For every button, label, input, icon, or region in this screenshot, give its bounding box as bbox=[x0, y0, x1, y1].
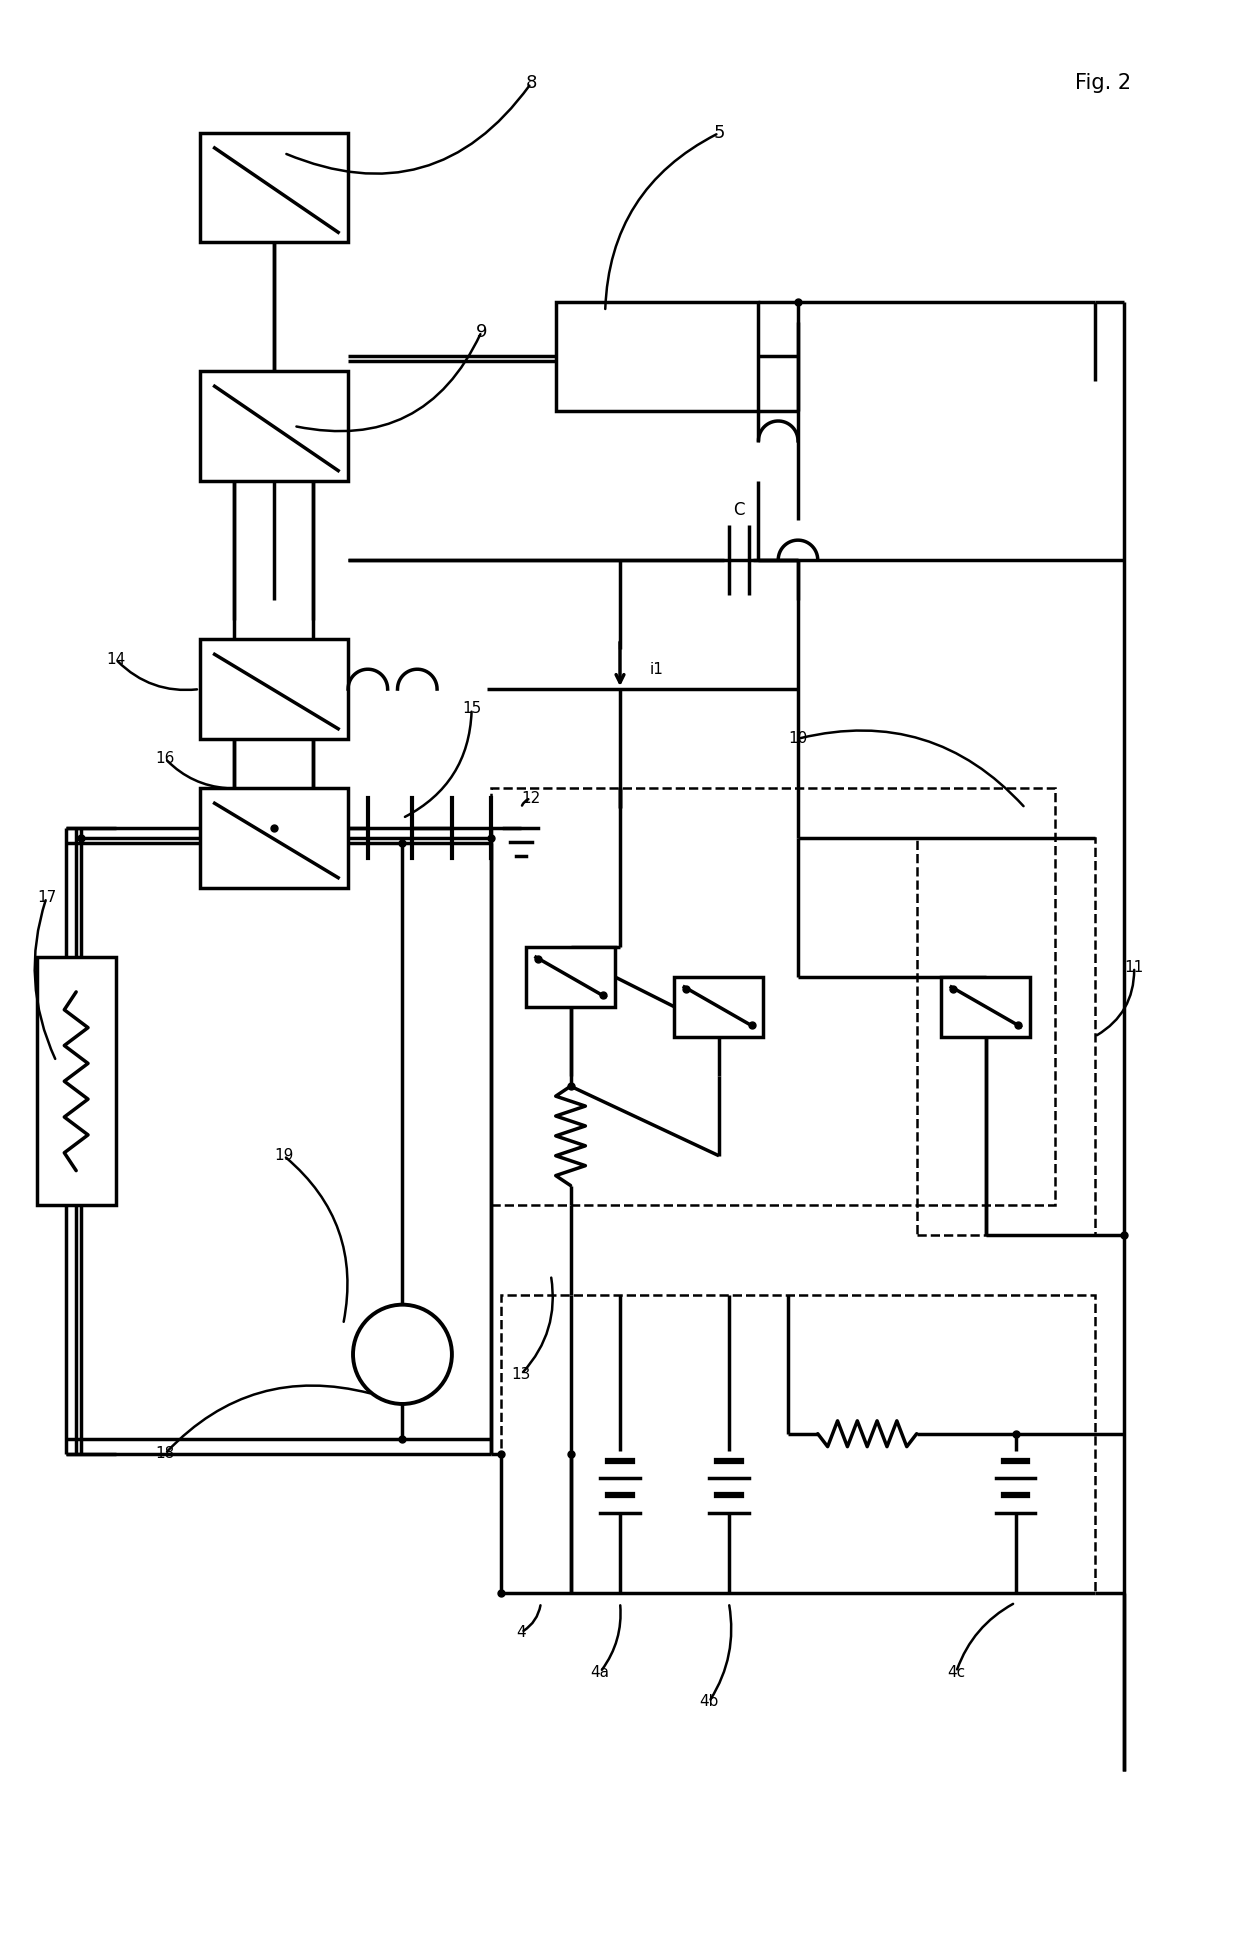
Text: 16: 16 bbox=[155, 751, 175, 765]
Text: 8: 8 bbox=[526, 74, 537, 92]
Bar bbox=[941, 977, 1030, 1037]
Bar bbox=[200, 789, 348, 888]
Bar bbox=[916, 838, 1095, 1235]
Bar bbox=[556, 301, 759, 411]
Bar bbox=[491, 789, 1055, 1206]
Bar bbox=[501, 1296, 1095, 1593]
Text: 13: 13 bbox=[511, 1366, 531, 1382]
Text: 10: 10 bbox=[789, 732, 807, 746]
Bar bbox=[675, 977, 764, 1037]
Text: 17: 17 bbox=[37, 890, 56, 904]
Bar bbox=[526, 947, 615, 1006]
Text: 4b: 4b bbox=[699, 1695, 719, 1708]
Text: 5: 5 bbox=[713, 123, 724, 143]
Bar bbox=[200, 133, 348, 243]
Text: 19: 19 bbox=[274, 1149, 294, 1162]
Text: C: C bbox=[733, 501, 744, 519]
Bar bbox=[200, 372, 348, 481]
Text: 18: 18 bbox=[155, 1446, 175, 1462]
Bar bbox=[200, 640, 348, 738]
Text: 11: 11 bbox=[1125, 959, 1143, 975]
Text: i1: i1 bbox=[650, 661, 663, 677]
Text: 4c: 4c bbox=[947, 1665, 965, 1679]
Text: 15: 15 bbox=[463, 701, 481, 716]
Text: 9: 9 bbox=[476, 323, 487, 341]
Text: 4a: 4a bbox=[590, 1665, 610, 1679]
Text: 4: 4 bbox=[516, 1624, 526, 1640]
Bar bbox=[37, 957, 115, 1206]
Text: 14: 14 bbox=[107, 652, 125, 667]
Text: 12: 12 bbox=[521, 791, 541, 806]
Text: Fig. 2: Fig. 2 bbox=[1075, 74, 1131, 94]
